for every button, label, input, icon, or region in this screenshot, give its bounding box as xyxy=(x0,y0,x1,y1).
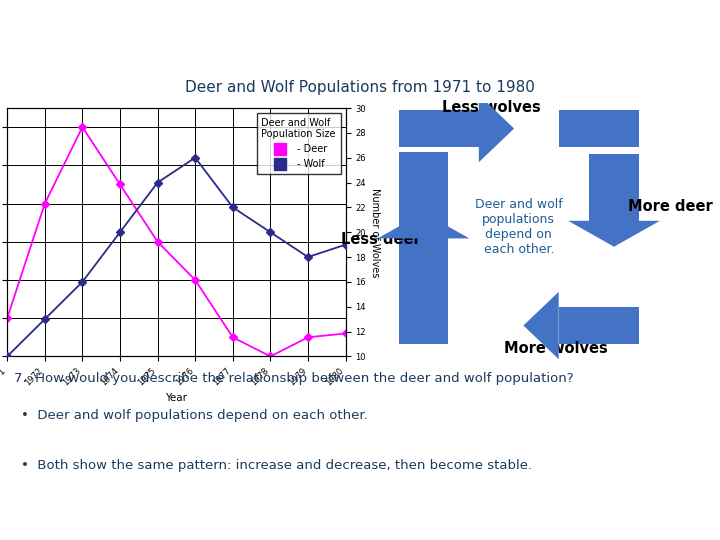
FancyBboxPatch shape xyxy=(399,307,448,343)
Line: Wolf: Wolf xyxy=(4,155,348,359)
Wolf xyxy=(153,179,162,186)
Text: Objective:: Objective: xyxy=(9,16,104,33)
Polygon shape xyxy=(377,213,469,239)
FancyBboxPatch shape xyxy=(589,307,639,343)
Deer xyxy=(116,181,125,188)
Wolf xyxy=(341,241,350,248)
Text: Less wolves: Less wolves xyxy=(442,100,541,115)
Text: How a Predator-Prey Population Changes Over Time: How a Predator-Prey Population Changes O… xyxy=(71,16,506,33)
Wolf xyxy=(78,279,86,285)
Deer xyxy=(3,315,12,321)
Line: Deer: Deer xyxy=(4,124,348,359)
Text: Less deer: Less deer xyxy=(341,233,421,247)
Wolf xyxy=(40,316,49,322)
Polygon shape xyxy=(523,292,559,359)
Wolf xyxy=(191,154,199,161)
Deer xyxy=(228,334,237,341)
Text: More deer: More deer xyxy=(628,199,713,214)
Polygon shape xyxy=(568,221,660,247)
Deer xyxy=(266,353,275,360)
Wolf xyxy=(304,254,312,260)
Wolf xyxy=(3,353,12,360)
Text: 7.  How would you describe the relationship between the deer and wolf population: 7. How would you describe the relationsh… xyxy=(14,372,574,385)
Text: •  Both show the same pattern: increase and decrease, then become stable.: • Both show the same pattern: increase a… xyxy=(22,460,532,472)
Legend: - Deer, - Wolf: - Deer, - Wolf xyxy=(256,113,341,174)
FancyBboxPatch shape xyxy=(399,110,479,147)
Text: Deer and Wolf Populations from 1971 to 1980: Deer and Wolf Populations from 1971 to 1… xyxy=(185,80,535,95)
FancyBboxPatch shape xyxy=(589,110,639,147)
Deer xyxy=(191,276,199,283)
Wolf xyxy=(228,204,237,211)
Deer xyxy=(40,200,49,207)
Deer xyxy=(304,334,312,341)
FancyBboxPatch shape xyxy=(559,110,614,147)
Text: Deer and wolf
populations
depend on
each other.: Deer and wolf populations depend on each… xyxy=(475,198,562,256)
Wolf xyxy=(116,229,125,235)
FancyBboxPatch shape xyxy=(559,307,614,343)
FancyBboxPatch shape xyxy=(399,152,448,251)
X-axis label: Year: Year xyxy=(166,393,187,403)
FancyBboxPatch shape xyxy=(399,110,448,147)
Text: Key Words:: Key Words: xyxy=(9,49,115,67)
Text: •  Deer and wolf populations depend on each other.: • Deer and wolf populations depend on ea… xyxy=(22,409,368,422)
Wolf xyxy=(266,229,275,235)
Deer xyxy=(153,239,162,245)
Deer xyxy=(78,124,86,130)
Text: Natural Resources, Limiting Factors, Carrying Capacity: Natural Resources, Limiting Factors, Car… xyxy=(74,49,532,67)
FancyBboxPatch shape xyxy=(589,154,639,221)
FancyBboxPatch shape xyxy=(399,239,448,307)
Polygon shape xyxy=(479,95,514,162)
Y-axis label: Number of Wolves: Number of Wolves xyxy=(370,187,380,277)
Text: More wolves: More wolves xyxy=(505,341,608,356)
Deer xyxy=(341,330,350,337)
